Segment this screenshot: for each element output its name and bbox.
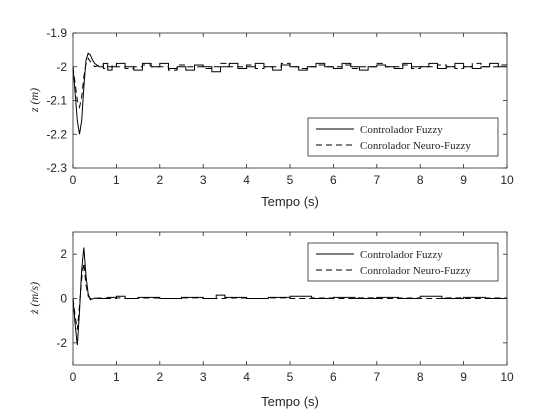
bottom-x-tick-label: 3 xyxy=(200,370,207,384)
bottom-series-lines xyxy=(72,247,508,346)
top-y-axis-label: z (m) xyxy=(27,88,41,113)
top-legend-box xyxy=(307,117,499,157)
top-series-line-neuro-fuzzy xyxy=(72,57,508,110)
top-series-line-fuzzy xyxy=(72,52,507,135)
bottom-legend-label-fuzzy: Controlador Fuzzy xyxy=(360,249,443,261)
top-x-tick-label: 1 xyxy=(113,173,120,187)
top-series-lines xyxy=(72,52,508,135)
top-x-tick-label: 4 xyxy=(243,173,250,187)
top-x-axis-label: Tempo (s) xyxy=(261,194,319,209)
bottom-x-tick-label: 7 xyxy=(373,370,380,384)
top-x-tick-label: 10 xyxy=(500,173,514,187)
top-x-tick-label: 0 xyxy=(70,173,77,187)
bottom-series-line-neuro-fuzzy xyxy=(72,262,508,330)
bottom-y-tick-label: 2 xyxy=(60,247,67,261)
top-x-ticks: 0 1 2 3 4 5 6 7 8 9 10 xyxy=(70,33,514,187)
top-y-tick-label: -2.2 xyxy=(46,127,67,141)
bottom-legend: Controlador Fuzzy Conrolador Neuro-Fuzzy xyxy=(307,242,499,282)
top-legend: Controlador Fuzzy Conrolador Neuro-Fuzzy xyxy=(307,117,499,157)
top-y-tick-label: -2.3 xyxy=(46,161,67,175)
bottom-x-tick-label: 5 xyxy=(287,370,294,384)
top-y-tick-label: -2 xyxy=(56,60,67,74)
top-x-tick-label: 9 xyxy=(460,173,467,187)
bottom-x-ticks: 0 1 2 3 4 5 6 7 8 9 10 xyxy=(70,232,514,384)
bottom-y-axis-label: ż (m/s) xyxy=(27,282,41,315)
top-y-tick-label: -1.9 xyxy=(46,26,67,40)
bottom-x-tick-label: 8 xyxy=(417,370,424,384)
top-x-tick-label: 5 xyxy=(287,173,294,187)
bottom-legend-box xyxy=(307,242,499,282)
top-x-tick-label: 8 xyxy=(417,173,424,187)
bottom-y-tick-label: -2 xyxy=(56,336,67,350)
bottom-x-tick-label: 4 xyxy=(243,370,250,384)
top-x-tick-label: 3 xyxy=(200,173,207,187)
top-legend-label-fuzzy: Controlador Fuzzy xyxy=(360,124,443,136)
top-x-tick-label: 2 xyxy=(156,173,163,187)
top-x-tick-label: 7 xyxy=(373,173,380,187)
top-x-tick-label: 6 xyxy=(330,173,337,187)
bottom-y-tick-label: 0 xyxy=(60,292,67,306)
bottom-x-tick-label: 1 xyxy=(113,370,120,384)
bottom-x-tick-label: 9 xyxy=(460,370,467,384)
bottom-x-tick-label: 0 xyxy=(70,370,77,384)
bottom-x-tick-label: 2 xyxy=(156,370,163,384)
bottom-axes: 0 1 2 3 4 5 6 7 8 9 10 -2 0 2 Tempo (s) ż (m/s) Cont… xyxy=(27,231,514,409)
top-y-ticks: -2.3 -2.2 -2.1 -2 -1.9 xyxy=(46,26,507,175)
bottom-y-ticks: -2 0 2 xyxy=(56,247,507,350)
bottom-legend-label-neuro-fuzzy: Conrolador Neuro-Fuzzy xyxy=(360,265,471,277)
top-y-tick-label: -2.1 xyxy=(46,94,67,108)
top-legend-label-neuro-fuzzy: Conrolador Neuro-Fuzzy xyxy=(360,140,471,152)
top-axes: 0 1 2 3 4 5 6 7 8 9 10 -2.3 -2.2 -2.1 -2 -1.9 Tempo (s… xyxy=(27,26,514,209)
bottom-x-tick-label: 6 xyxy=(330,370,337,384)
bottom-x-axis-label: Tempo (s) xyxy=(261,394,319,409)
bottom-x-tick-label: 10 xyxy=(500,370,514,384)
